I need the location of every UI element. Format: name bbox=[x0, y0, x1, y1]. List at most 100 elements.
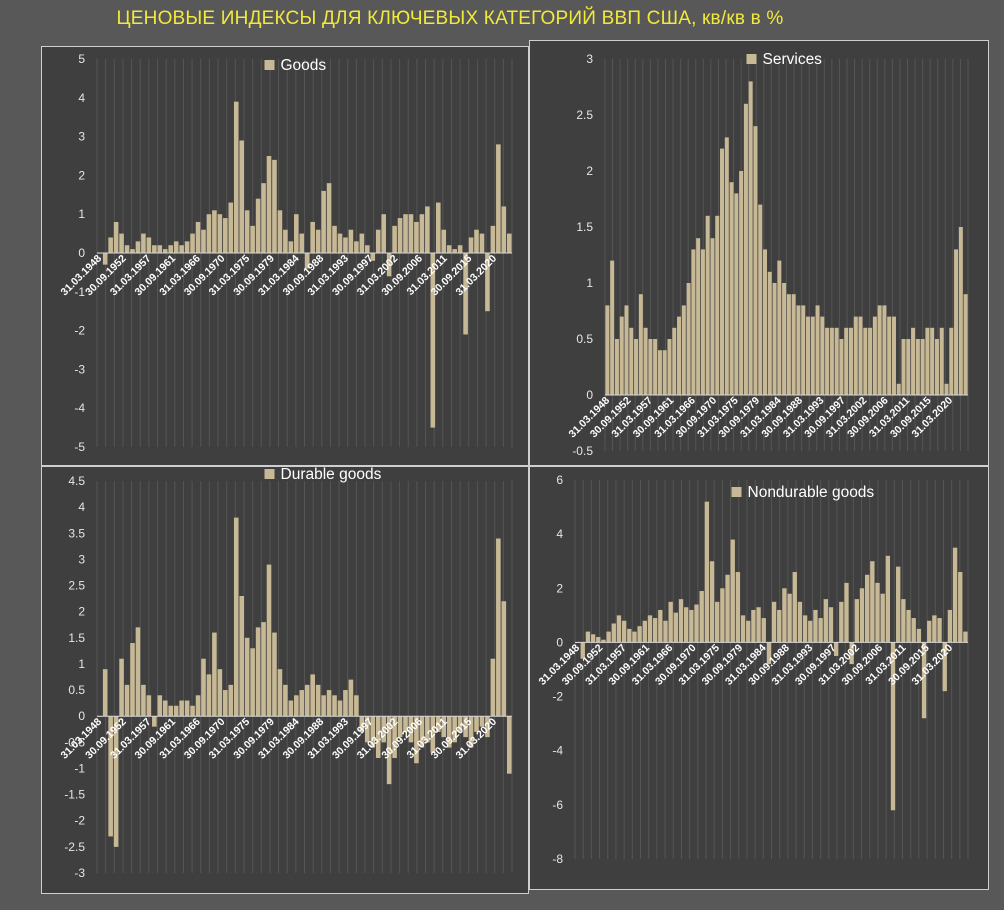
bar bbox=[244, 210, 250, 253]
y-tick-label: 2 bbox=[78, 168, 85, 182]
bar bbox=[294, 695, 299, 717]
y-tick-label: -3 bbox=[74, 866, 85, 880]
bar bbox=[901, 339, 906, 395]
bar bbox=[157, 695, 163, 717]
bar bbox=[958, 227, 963, 395]
bars bbox=[575, 501, 968, 811]
y-tick-label: -1.5 bbox=[64, 788, 85, 802]
y-tick-label: 3.5 bbox=[68, 526, 85, 540]
y-tick-label: 2.5 bbox=[68, 579, 85, 593]
bar bbox=[386, 716, 392, 785]
bar bbox=[947, 609, 953, 643]
bar bbox=[652, 618, 658, 643]
bar bbox=[621, 620, 627, 643]
bar bbox=[877, 305, 882, 395]
bar bbox=[632, 631, 637, 643]
bar bbox=[658, 609, 663, 643]
bar bbox=[808, 620, 813, 643]
bar bbox=[485, 716, 490, 738]
bar bbox=[299, 233, 305, 253]
y-tick-label: 4.5 bbox=[68, 474, 85, 488]
bar bbox=[463, 716, 468, 738]
bar bbox=[939, 327, 944, 395]
bar bbox=[283, 684, 288, 717]
bar bbox=[942, 642, 947, 692]
bar bbox=[392, 716, 397, 759]
bar bbox=[629, 327, 634, 395]
bar bbox=[501, 206, 507, 253]
bar bbox=[885, 555, 891, 643]
bar bbox=[326, 183, 332, 253]
y-tick-label: 1 bbox=[586, 276, 593, 290]
bar bbox=[381, 214, 386, 253]
bar bbox=[610, 260, 615, 395]
bar bbox=[834, 327, 839, 395]
bar bbox=[642, 620, 647, 643]
bar bbox=[906, 339, 911, 395]
y-tick-label: 2 bbox=[586, 164, 593, 178]
bar bbox=[343, 237, 348, 253]
bar bbox=[791, 294, 796, 395]
bar bbox=[250, 225, 255, 253]
bar bbox=[233, 101, 239, 254]
bar bbox=[724, 137, 729, 395]
bar bbox=[223, 218, 228, 253]
bar bbox=[179, 700, 184, 717]
bar bbox=[792, 572, 797, 643]
bar bbox=[647, 615, 653, 643]
bar bbox=[223, 690, 228, 717]
bar bbox=[734, 193, 739, 395]
bar bbox=[212, 210, 217, 253]
bar bbox=[304, 684, 310, 717]
bar bbox=[756, 607, 761, 643]
y-axis: 3 2.5 2 1.5 1 0.5 0 -0.5 bbox=[572, 52, 593, 458]
bar bbox=[457, 716, 463, 732]
bar bbox=[277, 210, 283, 253]
y-tick-label: 0 bbox=[556, 635, 563, 649]
bar bbox=[777, 260, 782, 395]
bar bbox=[474, 716, 479, 732]
bar bbox=[113, 221, 119, 253]
bar bbox=[408, 716, 414, 743]
y-tick-label: 1 bbox=[78, 207, 85, 221]
bar bbox=[906, 609, 911, 643]
bar bbox=[637, 626, 642, 643]
y-tick-label: -2 bbox=[74, 324, 85, 338]
bar bbox=[506, 716, 512, 774]
bar bbox=[272, 159, 277, 253]
bar bbox=[102, 669, 108, 717]
bar bbox=[201, 658, 206, 717]
bar bbox=[135, 627, 141, 717]
legend-label: Goods bbox=[281, 57, 327, 74]
bar bbox=[833, 642, 839, 656]
bar bbox=[848, 327, 853, 395]
bar bbox=[590, 634, 596, 643]
y-tick-label: 0 bbox=[78, 246, 85, 260]
y-tick-label: -0.5 bbox=[572, 444, 593, 458]
bar bbox=[348, 229, 354, 253]
bar bbox=[720, 588, 725, 643]
bar bbox=[868, 327, 873, 395]
durable-goods-chart-panel: 4.5 4 3.5 3 2.5 2 1.5 1 0.5 0 -0.5 -1 -1.5 -2 -2.5 -3 3 1… bbox=[41, 466, 529, 894]
bar bbox=[370, 253, 376, 261]
bar bbox=[392, 225, 397, 253]
bar bbox=[925, 327, 930, 395]
bar bbox=[849, 642, 854, 665]
bar bbox=[468, 237, 474, 253]
bar bbox=[435, 716, 441, 732]
bar bbox=[212, 632, 217, 717]
y-tick-label: 1.5 bbox=[576, 220, 593, 234]
bar bbox=[397, 218, 403, 253]
bar bbox=[381, 716, 386, 743]
bar bbox=[315, 684, 321, 717]
bar bbox=[157, 245, 163, 253]
bar bbox=[896, 383, 901, 395]
bar bbox=[108, 237, 113, 253]
bar bbox=[332, 225, 337, 253]
y-tick-label: -1 bbox=[74, 285, 85, 299]
bar bbox=[863, 327, 868, 395]
nondurable-goods-chart-panel: 6 4 2 0 -2 -4 -6 -8 31.03.1948 30.09.1952 31.03.19… bbox=[529, 466, 989, 890]
bar bbox=[853, 316, 858, 395]
grid-lines bbox=[574, 480, 969, 859]
bar bbox=[691, 249, 696, 395]
